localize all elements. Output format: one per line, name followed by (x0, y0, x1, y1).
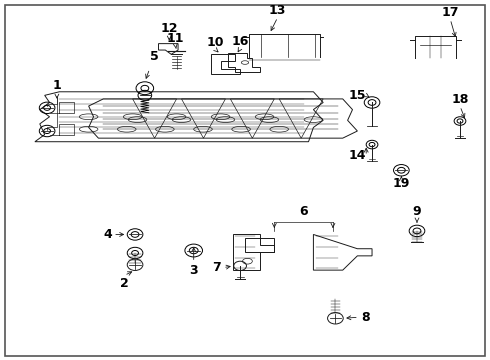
Text: 8: 8 (361, 311, 370, 324)
Text: 18: 18 (451, 93, 468, 106)
Text: 16: 16 (231, 35, 249, 48)
Text: 14: 14 (349, 149, 366, 162)
Text: 19: 19 (392, 177, 410, 190)
Text: 13: 13 (268, 4, 286, 17)
Text: 10: 10 (207, 36, 224, 49)
Text: 9: 9 (413, 206, 421, 219)
Text: 4: 4 (104, 228, 113, 241)
Text: 11: 11 (167, 32, 184, 45)
Text: 5: 5 (150, 50, 159, 63)
Text: 17: 17 (441, 6, 459, 19)
Text: 3: 3 (189, 264, 198, 277)
Text: 1: 1 (52, 79, 61, 92)
Text: 15: 15 (349, 89, 366, 102)
Text: 2: 2 (120, 277, 129, 290)
Text: 6: 6 (299, 206, 308, 219)
Text: 7: 7 (212, 261, 220, 274)
Text: 12: 12 (161, 22, 178, 35)
